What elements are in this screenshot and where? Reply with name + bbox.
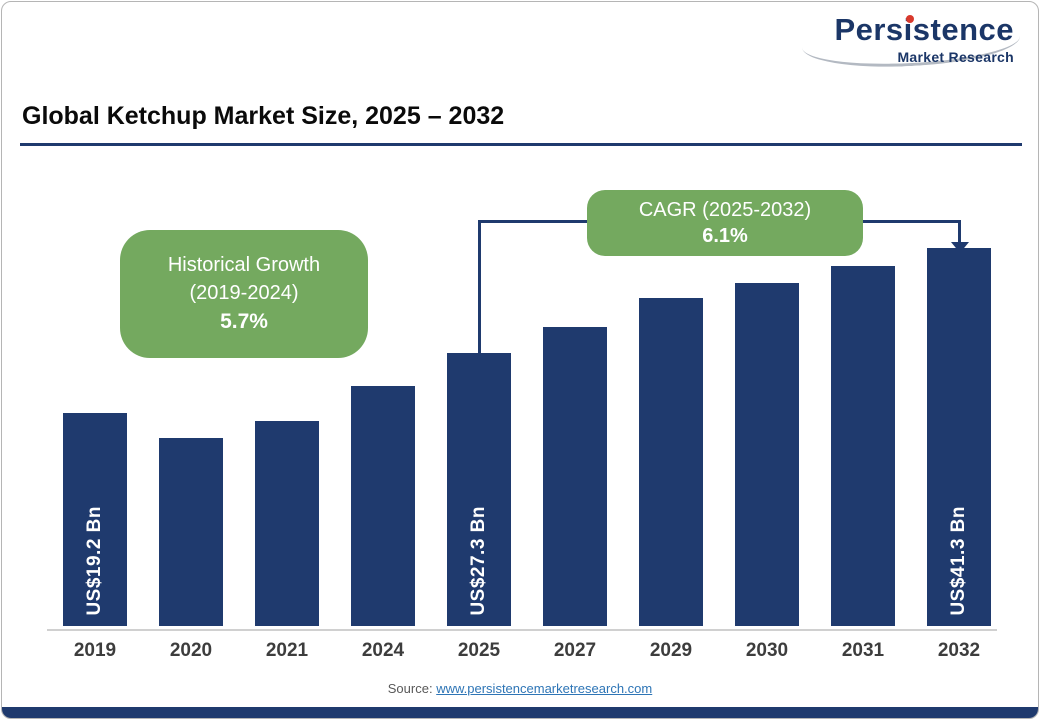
- x-axis-label-2031: 2031: [841, 640, 885, 661]
- bar-2030: [735, 283, 799, 626]
- source-line: Source: www.persistencemarketresearch.co…: [2, 681, 1038, 696]
- page-title: Global Ketchup Market Size, 2025 – 2032: [22, 102, 505, 130]
- logo-tagline: Market Research: [897, 48, 1014, 65]
- x-axis-label-2025: 2025: [457, 640, 501, 661]
- x-axis-baseline: [47, 629, 997, 631]
- historical-growth-line2: (2019-2024): [189, 282, 299, 304]
- bar-2024: [351, 386, 415, 626]
- cagr-line1: CAGR (2025-2032): [638, 198, 812, 221]
- connector-vertical-2025: [478, 220, 481, 357]
- x-axis-labels: 2019 2020 2021 2024 2025 2027 2029 2030 2031 2032: [63, 640, 991, 662]
- bar-2029: [639, 298, 703, 626]
- x-axis-label-2027: 2027: [553, 640, 597, 661]
- bar-2027: [543, 327, 607, 626]
- brand-logo: Persistence Market Research: [800, 12, 1022, 72]
- bottom-accent-strip: [2, 707, 1038, 718]
- x-axis-label-2021: 2021: [265, 640, 309, 661]
- bar-2019: US$19.2 Bn: [63, 413, 127, 626]
- logo-i-dot-accent: [906, 15, 915, 23]
- bar-value-label-2032: US$41.3 Bn: [948, 506, 969, 616]
- historical-growth-value: 5.7%: [220, 310, 268, 333]
- logo-brand-name: Persistence: [834, 12, 1014, 47]
- x-axis-label-2030: 2030: [745, 640, 789, 661]
- bar-value-label-2019: US$19.2 Bn: [84, 506, 105, 616]
- title-underline-rule: [20, 143, 1022, 146]
- historical-growth-callout: Historical Growth (2019-2024) 5.7%: [120, 230, 368, 358]
- x-axis-label-2029: 2029: [649, 640, 693, 661]
- x-axis-label-2020: 2020: [169, 640, 213, 661]
- bar-2020: [159, 438, 223, 626]
- bar-value-label-2025: US$27.3 Bn: [468, 506, 489, 616]
- historical-growth-line1: Historical Growth: [167, 254, 321, 276]
- bar-2032: US$41.3 Bn: [927, 248, 991, 626]
- bar-chart: US$19.2 Bn US$27.3 Bn US$41.3 Bn: [63, 248, 991, 626]
- bar-2025: US$27.3 Bn: [447, 353, 511, 626]
- cagr-value: 6.1%: [702, 224, 748, 247]
- x-axis-label-2019: 2019: [73, 640, 117, 661]
- cagr-callout: CAGR (2025-2032) 6.1%: [587, 190, 863, 256]
- bar-2021: [255, 421, 319, 626]
- bar-2031: [831, 266, 895, 626]
- source-link[interactable]: www.persistencemarketresearch.com: [436, 681, 653, 696]
- source-label: Source:: [387, 681, 433, 696]
- x-axis-label-2032: 2032: [937, 640, 981, 661]
- logo-brand-text: Persistence: [834, 12, 1014, 47]
- connector-arrow-down-icon: [951, 242, 969, 253]
- connector-vertical-2032: [958, 223, 961, 243]
- x-axis-label-2024: 2024: [361, 640, 405, 661]
